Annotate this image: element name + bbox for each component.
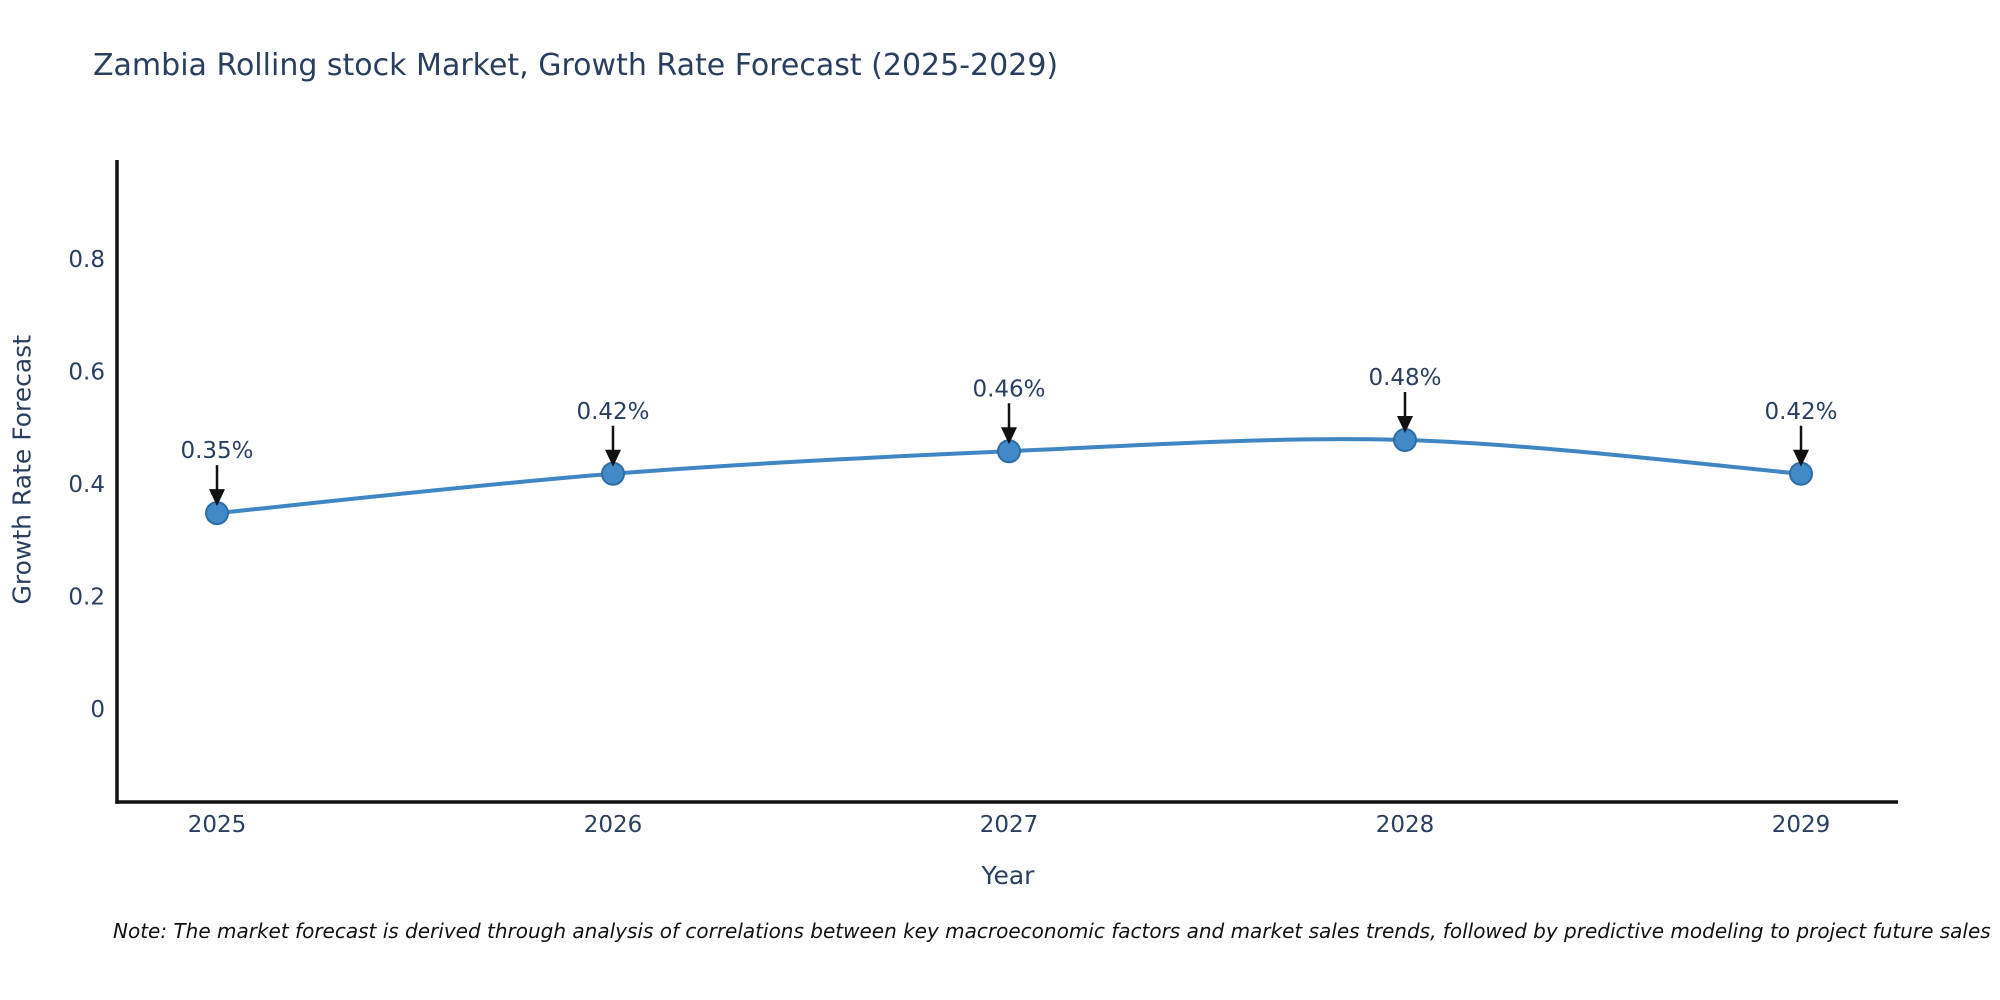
data-point-label: 0.48% [1368,365,1441,391]
y-axis-title: Growth Rate Forecast [7,335,37,605]
y-tick-label: 0.4 [68,472,105,498]
x-tick-label: 2029 [1772,812,1831,838]
data-point-label: 0.35% [180,438,253,464]
x-tick-label: 2026 [584,812,643,838]
annotation-arrow-head [605,449,621,467]
x-tick-label: 2025 [188,812,247,838]
data-point-label: 0.42% [576,399,649,425]
y-tick-label: 0.8 [68,247,105,273]
footnote: Note: The market forecast is derived thr… [113,919,1991,943]
y-tick-label: 0.2 [68,585,105,611]
annotation-arrow-head [209,489,225,507]
y-tick-label: 0.6 [68,360,105,386]
x-tick-label: 2027 [980,812,1039,838]
x-axis-title: Year [981,861,1035,890]
annotation-arrow-head [1397,416,1413,433]
data-point-label: 0.46% [972,376,1045,402]
annotation-arrow-head [1793,449,1809,467]
y-tick-label: 0 [90,697,105,723]
x-tick-label: 2028 [1376,812,1435,838]
data-point-label: 0.42% [1764,399,1837,425]
annotation-arrow-head [1001,427,1017,445]
chart-title: Zambia Rolling stock Market, Growth Rate… [93,48,1059,83]
